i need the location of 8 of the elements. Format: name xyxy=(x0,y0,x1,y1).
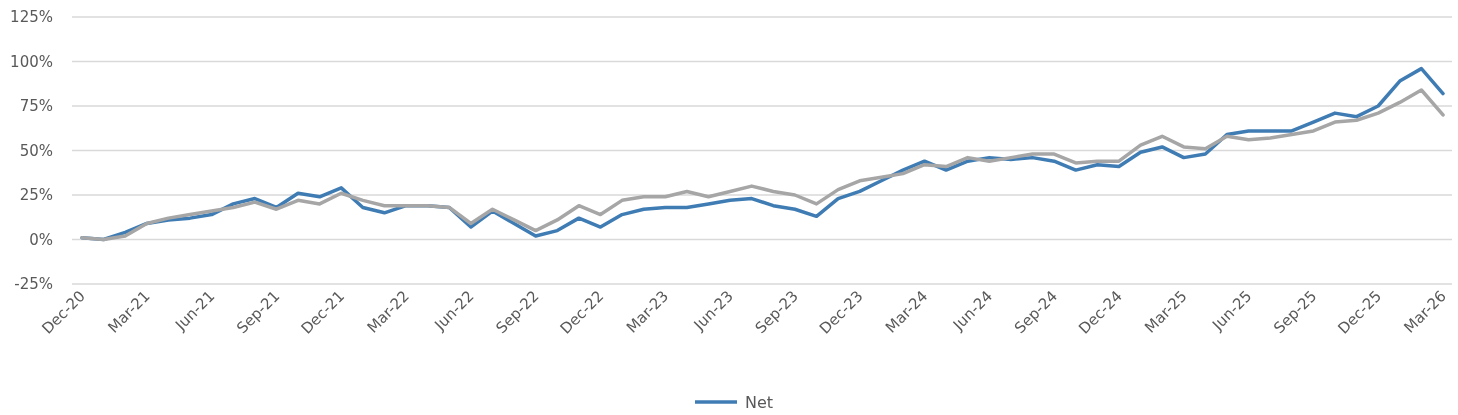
y-tick-label: 75% xyxy=(19,97,53,116)
y-tick-label: 100% xyxy=(10,52,53,71)
y-tick-label: -25% xyxy=(14,275,53,294)
y-tick-label: 25% xyxy=(19,186,53,205)
y-tick-label: 0% xyxy=(29,230,53,249)
y-tick-label: 50% xyxy=(19,141,53,160)
legend-label: Net xyxy=(745,392,774,412)
y-tick-label: 125% xyxy=(10,8,53,27)
